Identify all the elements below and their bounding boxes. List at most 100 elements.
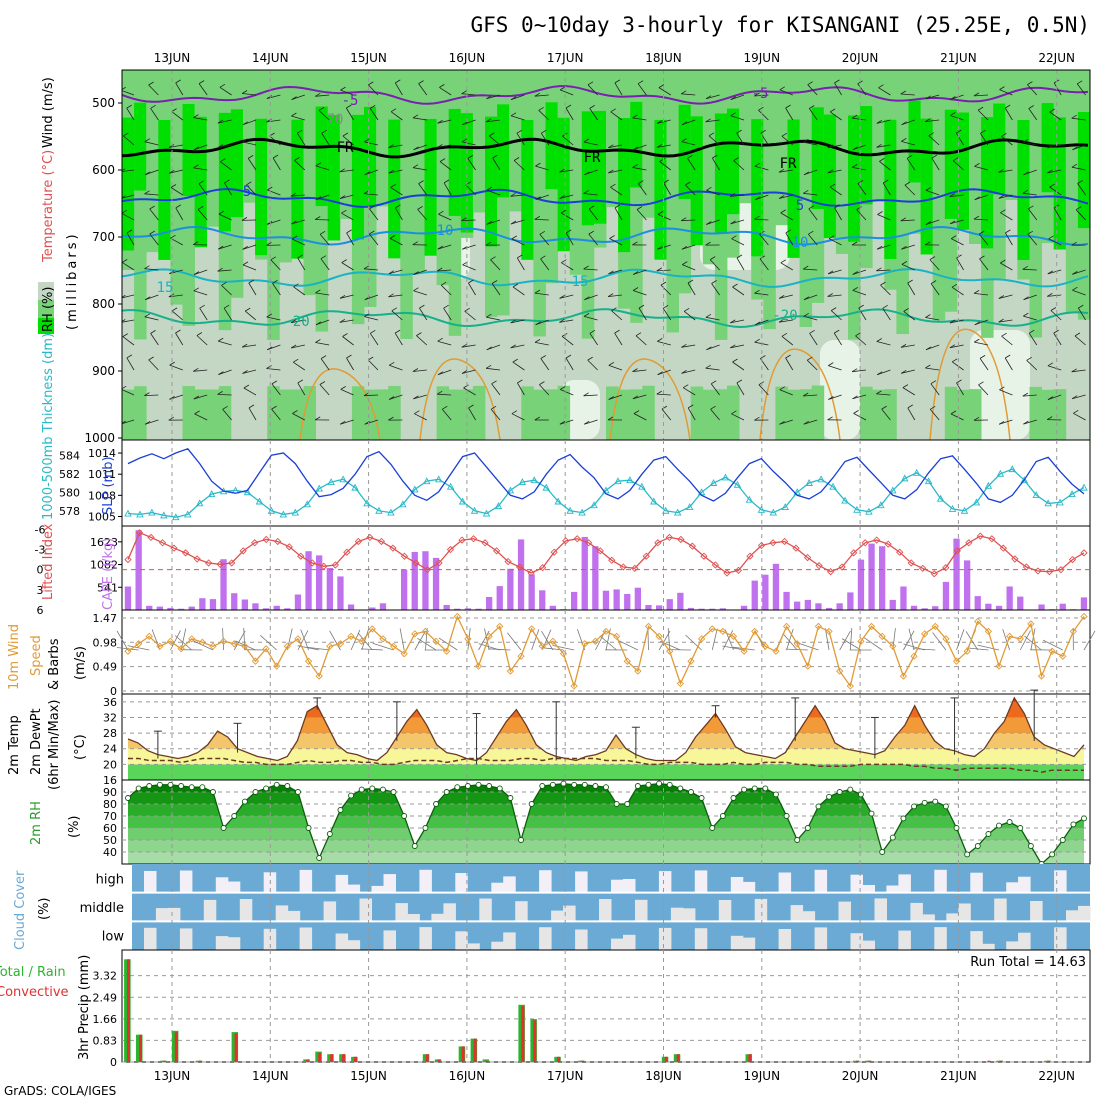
wind-barb [511, 94, 525, 100]
wind-barb [1072, 269, 1086, 275]
lifted-index-point [896, 548, 904, 556]
wind-barb-flag [217, 245, 224, 250]
wind-barb-flag [318, 107, 325, 111]
wind-barb [220, 161, 232, 171]
cloud-block [155, 908, 169, 922]
rh-dark-column [521, 119, 534, 260]
wind-barb-flag [122, 209, 127, 214]
wind-barb [217, 144, 232, 148]
wind-barb-flag [437, 371, 444, 376]
wind-barb-flag [242, 370, 248, 374]
wind-barb [364, 193, 379, 196]
rh-dark-column [388, 119, 401, 259]
thickness-point [853, 505, 861, 513]
contour-label: 15 [157, 280, 174, 296]
cloud-block [144, 927, 157, 950]
wind-barb-flag [584, 296, 590, 301]
slp-tick-label: 1005 [88, 510, 116, 523]
wind10-point [867, 622, 876, 631]
wind-barb [657, 341, 671, 346]
thickness-point [1008, 465, 1017, 473]
lifted-index-point [723, 569, 731, 577]
wind-barb-flag [346, 354, 352, 359]
cape-bar [486, 597, 493, 610]
wind-barb [562, 135, 574, 146]
wind-barb [614, 332, 623, 346]
wind-barb [486, 219, 501, 225]
wind-barb [243, 387, 257, 396]
wind-barb [589, 108, 598, 121]
wind-barb-flag [122, 168, 126, 172]
wind10-point [740, 647, 748, 655]
wind10-point [570, 682, 578, 690]
thickness-point [733, 480, 742, 488]
wind-barb-flag [242, 261, 249, 266]
wind10-barb [617, 640, 639, 651]
low-contour [419, 358, 501, 440]
wind-barb [657, 369, 671, 376]
cloud-block [167, 907, 181, 922]
wind-barb-flag [149, 205, 155, 210]
wind-barb-flag [681, 343, 687, 348]
wind-barb-flag [681, 121, 688, 126]
wind-barb [144, 268, 159, 271]
thickness-point [996, 469, 1005, 477]
wind-barb-flag [413, 287, 419, 292]
wind-barb-flag [979, 255, 985, 260]
lifted-index-point [124, 555, 132, 564]
wind-barb [540, 132, 550, 146]
rh-mid-column [267, 70, 280, 340]
wind10-barb [786, 628, 794, 651]
wind-barb-flag [949, 319, 956, 324]
precip-tick-label: 0.83 [93, 1034, 118, 1047]
wind-barb [781, 335, 794, 346]
lifted-index-point [527, 569, 535, 577]
wind-barb [614, 207, 623, 221]
lifted-index-point [803, 553, 812, 562]
wind-barb-flag [438, 210, 444, 215]
wind-barb-flag [973, 416, 980, 421]
wind-barb [272, 157, 281, 171]
rh2m-point [677, 785, 684, 792]
wind10-point [294, 635, 302, 643]
lifted-index-point [492, 547, 501, 555]
wind-barb [535, 319, 549, 326]
cape-bar [156, 606, 163, 610]
wind-barb-flag [320, 255, 327, 260]
rh2m-point [496, 785, 503, 792]
wind-barb [126, 107, 135, 121]
cloud-block [623, 879, 636, 893]
cloud-block [479, 898, 492, 922]
wind-barb-flag [778, 318, 785, 323]
wind-barb [540, 358, 550, 371]
wind-barb-flag [510, 220, 517, 225]
precip-conv-bar [461, 1046, 465, 1062]
wind-barb-flag [949, 344, 956, 349]
wind-barb-flag [468, 404, 474, 409]
wind-barb [732, 286, 745, 296]
wind-barb-flag [1076, 80, 1083, 85]
wind-barb-flag [321, 129, 327, 134]
wind-barb-flag [852, 146, 859, 151]
rh2m-point [624, 801, 631, 807]
lifted-index-point [354, 537, 362, 546]
wind-barb-flag [657, 371, 663, 376]
ylabel-precip-total: Total / Rain [0, 965, 66, 980]
wind-barb [242, 93, 257, 96]
wind-barb-flag [219, 83, 226, 88]
wind-barb [218, 369, 232, 375]
wind-barb-flag [413, 271, 419, 275]
cloud-block [862, 940, 875, 950]
wind-barb [169, 364, 183, 371]
precip-tick-label: 1.66 [93, 1013, 118, 1026]
wind-barb [122, 389, 135, 396]
cape-bar [921, 608, 928, 610]
wind-barb [242, 119, 257, 126]
wind-barb [461, 93, 476, 96]
wind-barb-flag [663, 179, 669, 184]
wind-barb [461, 369, 476, 374]
wind-barb [389, 238, 403, 246]
lifted-index-point [308, 559, 316, 567]
wind-barb-flag [731, 410, 737, 415]
wind-barb-flag [681, 370, 687, 374]
